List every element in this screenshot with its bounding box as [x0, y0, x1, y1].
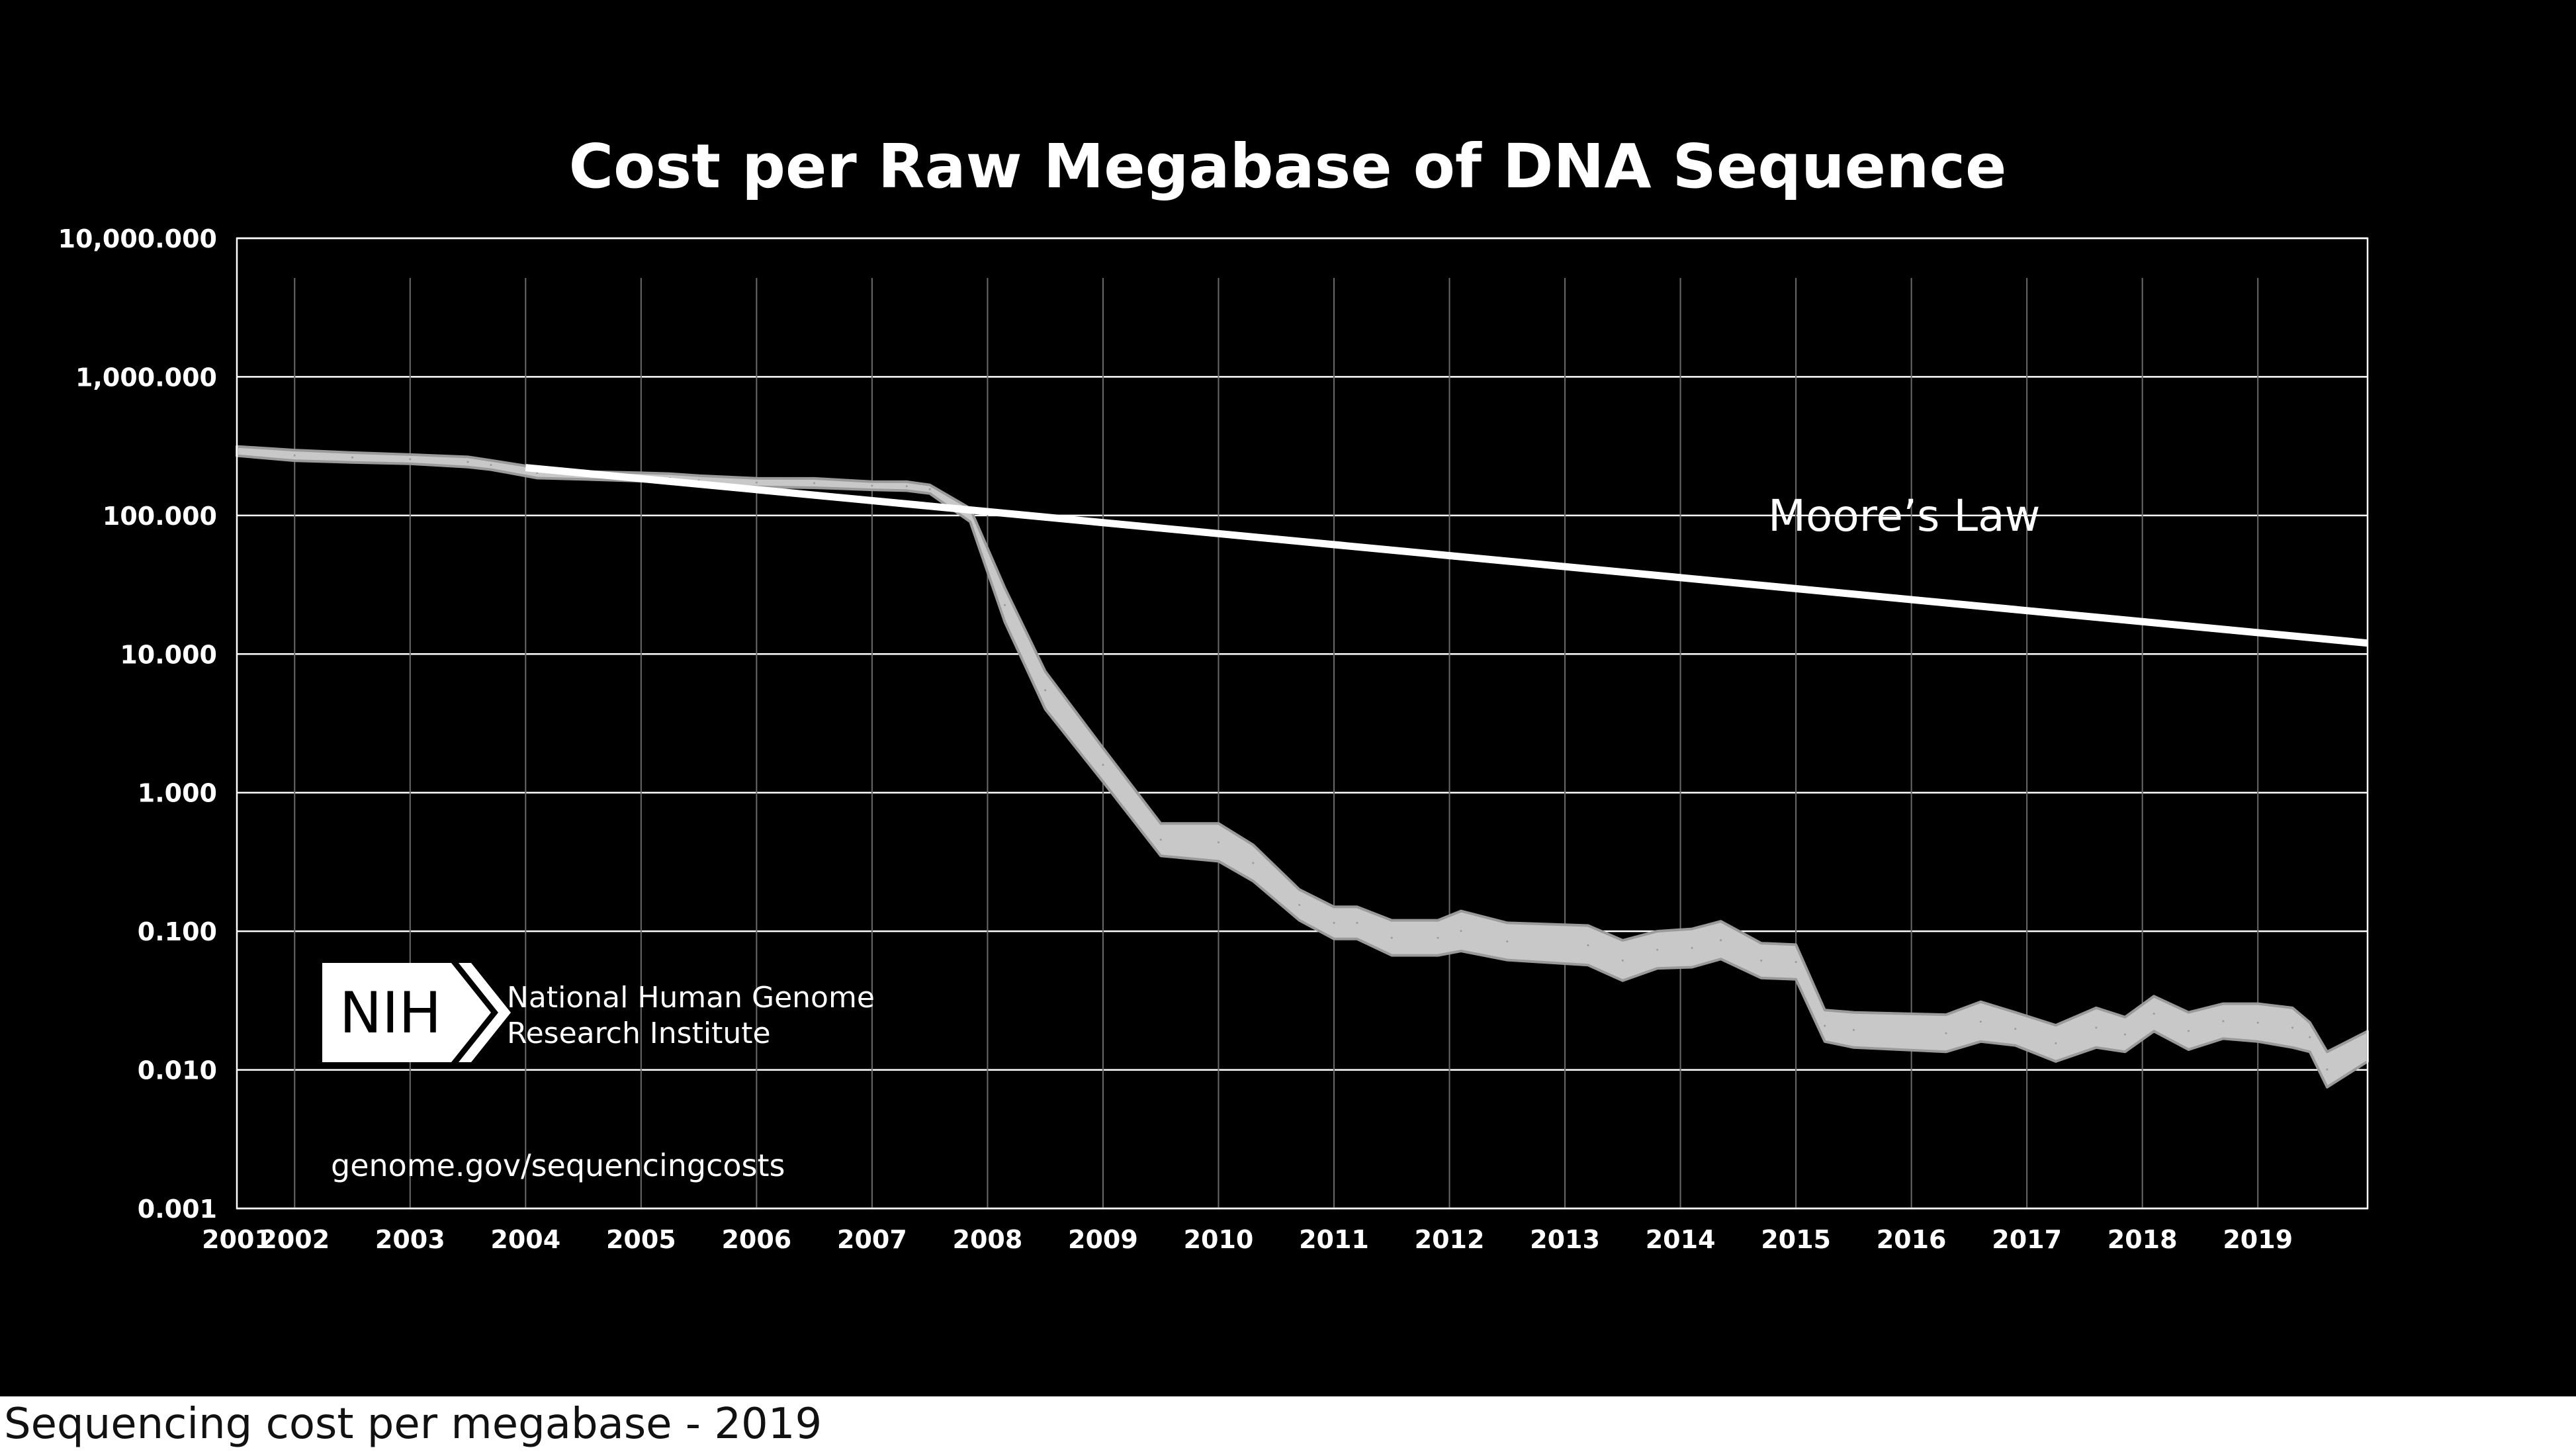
- cost-data-point: [1298, 903, 1301, 906]
- cost-data-point: [2055, 1042, 2057, 1044]
- cost-data-point: [1945, 1032, 1947, 1034]
- cost-data-point: [1852, 1028, 1855, 1031]
- cost-data-point: [1760, 959, 1763, 962]
- cost-data-point: [755, 481, 758, 484]
- cost-data-point: [2309, 1036, 2311, 1038]
- x-tick-label: 2004: [490, 1225, 560, 1254]
- cost-data-point: [1795, 961, 1797, 964]
- y-tick-label: 10.000: [120, 640, 217, 669]
- institute-name-line2: Research Institute: [507, 1017, 771, 1050]
- cost-data-point: [1159, 839, 1162, 841]
- cost-data-point: [1356, 922, 1358, 925]
- x-tick-label: 2014: [1646, 1225, 1716, 1254]
- cost-data-point: [351, 456, 354, 459]
- y-axis-ticks: 0.001 0.010 0.100 1.000 10.000 100.000 1,000.0…: [58, 224, 217, 1224]
- cost-data-point: [1506, 940, 1509, 943]
- cost-data-point: [409, 458, 412, 461]
- cost-data-point: [1979, 1021, 1982, 1023]
- institute-name-line1: National Human Genome: [507, 981, 875, 1015]
- moores-law-series: [525, 464, 2368, 647]
- cost-data-point: [1460, 930, 1462, 932]
- cost-data-point: [2014, 1028, 2017, 1030]
- cost-data-point: [2153, 1013, 2155, 1015]
- x-tick-label: 2007: [837, 1225, 907, 1254]
- x-tick-label: 2010: [1184, 1225, 1254, 1254]
- cost-data-point: [1587, 944, 1589, 946]
- cost-data-point: [2095, 1026, 2098, 1029]
- chart-title: Cost per Raw Megabase of DNA Sequence: [569, 131, 2007, 202]
- nih-logo-badge: [322, 963, 491, 1062]
- cost-data-point: [1824, 1024, 1826, 1027]
- chart-area: Cost per Raw Megabase of DNA Sequence 0.…: [0, 0, 2576, 1396]
- cost-data-point: [1333, 922, 1335, 925]
- cost-data-point: [1390, 936, 1393, 939]
- x-tick-label: 2009: [1068, 1225, 1138, 1254]
- x-tick-label: 2006: [721, 1225, 791, 1254]
- cost-data-point: [1437, 936, 1439, 939]
- cost-data-point: [1102, 764, 1104, 766]
- cost-data-point: [2256, 1021, 2259, 1024]
- x-tick-label: 2005: [606, 1225, 676, 1254]
- cost-data-point: [2123, 1033, 2126, 1036]
- cost-data-point: [1621, 959, 1624, 962]
- x-tick-label: 2015: [1761, 1225, 1831, 1254]
- cost-data-point: [490, 464, 492, 467]
- x-tick-label: 2002: [259, 1225, 330, 1254]
- cost-data-point: [928, 488, 931, 490]
- cost-data-point: [1252, 862, 1255, 864]
- x-tick-label: 2017: [1992, 1225, 2062, 1254]
- y-tick-label: 1,000.000: [75, 363, 217, 392]
- x-tick-label: 2012: [1415, 1225, 1485, 1254]
- plot-frame: [236, 237, 2369, 1210]
- cost-data-point: [1217, 841, 1220, 844]
- image-caption: Sequencing cost per megabase - 2019: [4, 1400, 822, 1449]
- cost-data-point: [1720, 939, 1722, 942]
- x-tick-label: 2018: [2108, 1225, 2178, 1254]
- cost-data-point: [1044, 689, 1047, 692]
- cost-data-point: [2326, 1068, 2329, 1071]
- cost-data-point: [1004, 604, 1006, 606]
- gridlines: [237, 237, 2368, 1210]
- moores-law-label: Moore’s Law: [1768, 490, 2041, 541]
- cost-data-point: [293, 454, 296, 457]
- moores-law-line: [525, 464, 2368, 647]
- cost-data-point: [2222, 1020, 2225, 1022]
- x-tick-label: 2013: [1530, 1225, 1600, 1254]
- cost-data-point: [813, 482, 816, 484]
- cost-data-point: [1656, 948, 1659, 951]
- nih-logo-chevron: [459, 963, 511, 1062]
- cost-data-point: [1691, 947, 1693, 950]
- cost-data-point: [2291, 1026, 2294, 1029]
- cost-data-point: [2187, 1030, 2190, 1032]
- x-tick-label: 2001: [202, 1225, 272, 1254]
- y-tick-label: 0.001: [138, 1195, 217, 1224]
- cost-data-point: [905, 485, 908, 488]
- x-tick-label: 2011: [1299, 1225, 1369, 1254]
- cost-data-point: [871, 484, 873, 487]
- source-url: genome.gov/sequencingcosts: [331, 1148, 785, 1183]
- cost-data-point: [466, 461, 469, 463]
- plot-border: [236, 237, 2369, 1210]
- y-tick-label: 0.010: [138, 1056, 217, 1085]
- x-tick-label: 2019: [2223, 1225, 2293, 1254]
- y-tick-label: 100.000: [103, 502, 217, 531]
- x-tick-label: 2016: [1877, 1225, 1947, 1254]
- x-tick-label: 2008: [953, 1225, 1023, 1254]
- y-tick-label: 0.100: [138, 917, 217, 946]
- nih-logo-text: NIH: [339, 980, 441, 1046]
- y-tick-label: 1.000: [138, 779, 217, 808]
- x-tick-label: 2003: [375, 1225, 445, 1254]
- y-tick-label: 10,000.000: [58, 224, 217, 253]
- nih-logo: NIH: [322, 963, 511, 1062]
- chart-svg: Cost per Raw Megabase of DNA Sequence 0.…: [58, 131, 2369, 1254]
